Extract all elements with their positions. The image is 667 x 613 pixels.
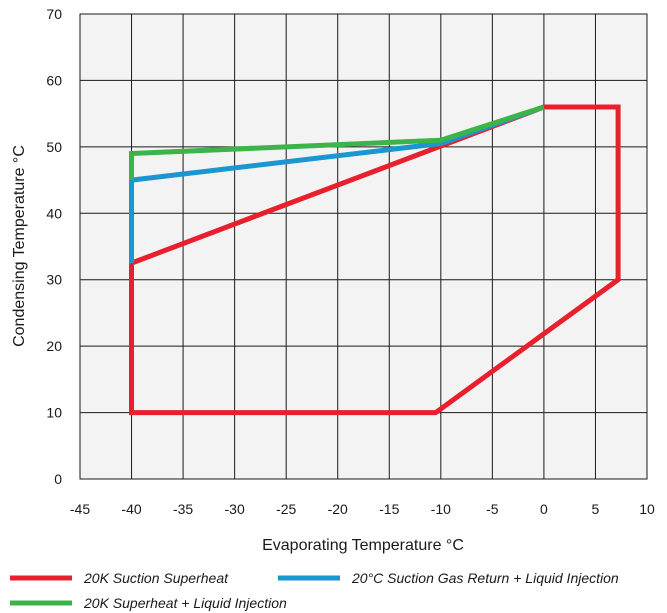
legend-label-1: 20K Suction Superheat [83,570,229,586]
x-tick-label: -40 [121,501,141,517]
y-tick-label: 10 [46,405,62,421]
y-tick-label: 0 [54,471,62,487]
x-tick-label: -30 [225,501,245,517]
x-tick-label: -45 [70,501,90,517]
x-tick-label: -10 [431,501,451,517]
y-tick-label: 70 [46,6,62,22]
y-tick-labels: 0 10 20 30 40 50 60 70 [46,6,62,487]
y-tick-label: 40 [46,205,62,221]
x-tick-label: -20 [328,501,348,517]
x-tick-label: -25 [276,501,296,517]
x-tick-label: 0 [540,501,548,517]
legend-label-3: 20K Superheat + Liquid Injection [83,595,287,611]
x-tick-label: -15 [379,501,399,517]
x-tick-label: -5 [486,501,499,517]
x-tick-labels: -45 -40 -35 -30 -25 -20 -15 -10 -5 0 5 10 [70,501,655,517]
y-tick-label: 30 [46,272,62,288]
x-axis-title: Evaporating Temperature °C [262,537,464,554]
series-line-3 [129,104,545,181]
legend-label-2: 20°C Suction Gas Return + Liquid Injecti… [351,570,619,586]
y-tick-label: 60 [46,72,62,88]
y-axis-title: Condensing Temperature °C [11,145,28,347]
y-tick-label: 50 [46,139,62,155]
x-tick-label: 5 [592,501,600,517]
series-group [129,104,621,416]
x-tick-label: 10 [639,501,655,517]
y-tick-label: 20 [46,338,62,354]
legend: 20K Suction Superheat 20°C Suction Gas Re… [10,570,619,611]
x-tick-label: -35 [173,501,193,517]
plot-area [79,13,648,480]
